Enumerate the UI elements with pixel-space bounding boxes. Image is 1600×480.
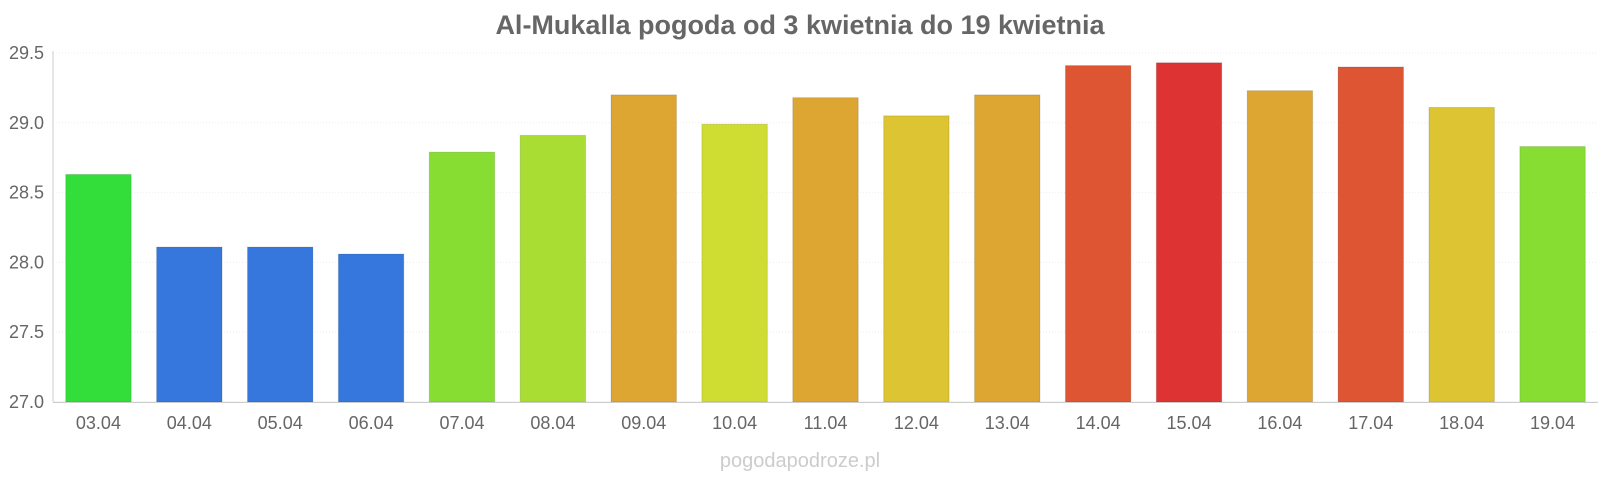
bar-15.04[interactable] xyxy=(1155,62,1223,403)
bar-12.04[interactable] xyxy=(883,115,950,403)
y-tick-label: 28.5 xyxy=(9,183,44,203)
bar-11.04[interactable] xyxy=(792,97,859,403)
bar-06.04[interactable] xyxy=(337,253,405,403)
x-tick-label: 18.04 xyxy=(1439,413,1484,433)
x-tick-label: 19.04 xyxy=(1530,413,1575,433)
bar-05.04[interactable] xyxy=(246,246,314,403)
y-axis: 27.0 27.5 28.0 28.5 29.0 29.5 xyxy=(9,43,54,412)
chart-title: Al-Mukalla pogoda od 3 kwietnia do 19 kw… xyxy=(495,10,1105,40)
x-tick-label: 16.04 xyxy=(1257,413,1302,433)
x-tick-label: 11.04 xyxy=(804,413,848,433)
watermark: pogodapodroze.pl xyxy=(719,450,881,472)
x-tick-label: 05.04 xyxy=(258,413,303,433)
x-tick-label: 13.04 xyxy=(985,413,1030,433)
bar-09.04[interactable] xyxy=(610,94,677,403)
x-tick-label: 10.04 xyxy=(712,413,757,433)
bar-17.04[interactable] xyxy=(1337,66,1405,403)
x-tick-label: 08.04 xyxy=(530,413,575,433)
x-tick-label: 03.04 xyxy=(76,413,121,433)
bar-08.04[interactable] xyxy=(519,134,587,403)
x-tick-label: 06.04 xyxy=(349,413,394,433)
x-tick-label: 04.04 xyxy=(167,413,212,433)
x-axis: 03.04 04.04 05.04 06.04 07.04 08.04 09.04 10.04… xyxy=(53,402,1598,433)
x-tick-label: 12.04 xyxy=(894,413,939,433)
y-tick-label: 28.0 xyxy=(9,252,44,272)
x-tick-label: 15.04 xyxy=(1167,413,1212,433)
x-tick-label: 14.04 xyxy=(1076,413,1121,433)
bar-03.04[interactable] xyxy=(65,173,132,403)
x-tick-label: 07.04 xyxy=(439,413,484,433)
bar-07.04[interactable] xyxy=(428,151,496,403)
y-tick-label: 27.0 xyxy=(9,392,44,412)
y-tick-label: 29.5 xyxy=(9,43,44,63)
bar-19.04[interactable] xyxy=(1519,146,1586,403)
x-tick-label: 17.04 xyxy=(1348,413,1393,433)
bar-18.04[interactable] xyxy=(1428,106,1495,403)
bar-14.04[interactable] xyxy=(1064,65,1132,403)
x-tick-label: 09.04 xyxy=(621,413,666,433)
y-tick-label: 27.5 xyxy=(9,322,44,342)
bar-16.04[interactable] xyxy=(1246,90,1314,403)
bar-13.04[interactable] xyxy=(974,94,1041,403)
y-tick-label: 29.0 xyxy=(9,113,44,133)
bar-10.04[interactable] xyxy=(701,123,768,403)
bars xyxy=(65,62,1586,403)
bar-04.04[interactable] xyxy=(156,246,223,403)
